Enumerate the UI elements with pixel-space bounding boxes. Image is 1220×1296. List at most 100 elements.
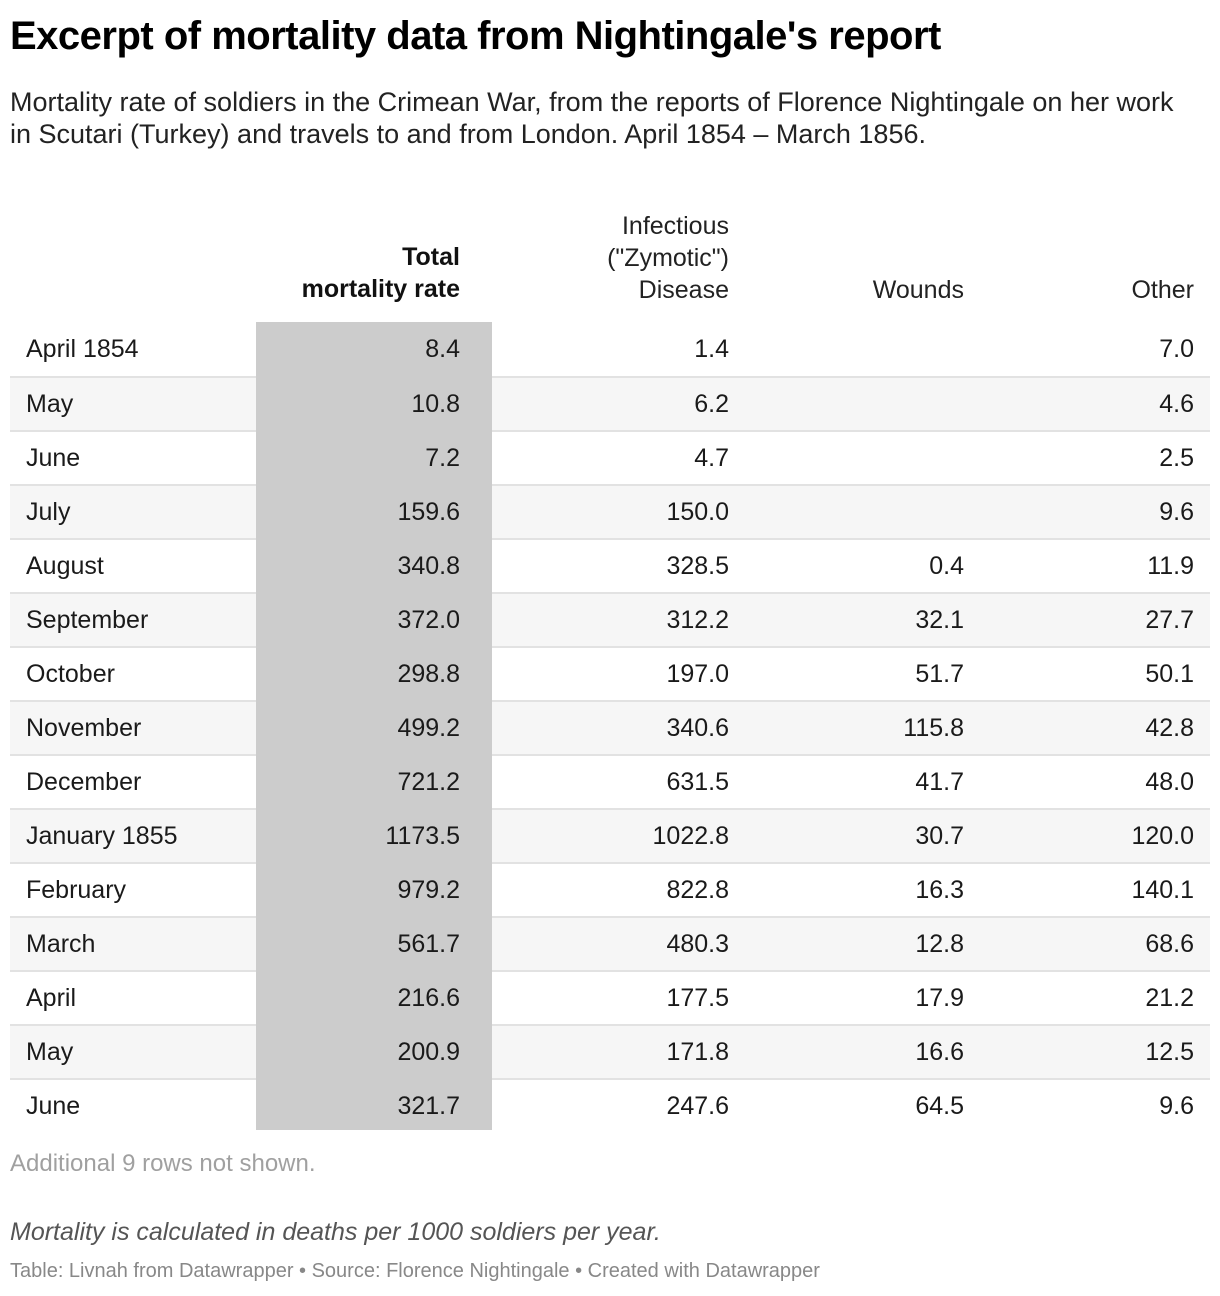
header-total-line2: mortality rate <box>301 275 460 303</box>
total-cell: 979.2 <box>397 876 460 904</box>
other-cell: 48.0 <box>1145 768 1194 796</box>
table-row: June 7.2 4.7 2.5 <box>10 430 1210 484</box>
chart-notes: Mortality is calculated in deaths per 10… <box>10 1218 661 1246</box>
table-row: December 721.2 631.5 41.7 48.0 <box>10 754 1210 808</box>
table-row: November 499.2 340.6 115.8 42.8 <box>10 700 1210 754</box>
table-body: April 1854 8.4 1.4 7.0 May 10.8 6.2 4.6 June 7.2 4… <box>10 322 1210 1132</box>
zymotic-cell: 177.5 <box>666 984 729 1012</box>
total-column-highlight <box>256 322 492 1130</box>
table-row: June 321.7 247.6 64.5 9.6 <box>10 1078 1210 1132</box>
month-cell: November <box>26 714 142 742</box>
zymotic-cell: 1022.8 <box>652 822 729 850</box>
zymotic-cell: 340.6 <box>666 714 729 742</box>
total-cell: 159.6 <box>397 498 460 526</box>
month-cell: May <box>26 390 74 418</box>
header-other[interactable]: Other <box>1131 276 1194 304</box>
total-cell: 561.7 <box>397 930 460 958</box>
month-cell: April 1854 <box>26 335 139 363</box>
wounds-cell: 17.9 <box>915 984 964 1012</box>
zymotic-cell: 480.3 <box>666 930 729 958</box>
other-cell: 68.6 <box>1145 930 1194 958</box>
header-zymotic-line2: ("Zymotic") <box>607 244 729 272</box>
total-cell: 1173.5 <box>385 822 460 850</box>
other-cell: 120.0 <box>1131 822 1194 850</box>
month-cell: May <box>26 1038 74 1066</box>
wounds-cell: 30.7 <box>915 822 964 850</box>
total-cell: 200.9 <box>397 1038 460 1066</box>
table-row: April 1854 8.4 1.4 7.0 <box>10 322 1210 376</box>
month-cell: September <box>26 606 149 634</box>
chart-title: Excerpt of mortality data from Nightinga… <box>10 14 941 58</box>
month-cell: June <box>26 1092 81 1120</box>
month-cell: June <box>26 444 81 472</box>
other-cell: 42.8 <box>1145 714 1194 742</box>
total-cell: 499.2 <box>397 714 460 742</box>
month-cell: July <box>26 498 71 526</box>
month-cell: October <box>26 660 115 688</box>
other-cell: 7.0 <box>1159 335 1194 363</box>
zymotic-cell: 822.8 <box>666 876 729 904</box>
other-cell: 9.6 <box>1159 1092 1194 1120</box>
header-wounds[interactable]: Wounds <box>872 276 964 304</box>
wounds-cell: 64.5 <box>915 1092 964 1120</box>
month-cell: January 1855 <box>26 822 178 850</box>
month-cell: August <box>26 552 104 580</box>
wounds-cell: 16.3 <box>915 876 964 904</box>
other-cell: 27.7 <box>1145 606 1194 634</box>
other-cell: 11.9 <box>1147 552 1194 580</box>
table-row: January 1855 1173.5 1022.8 30.7 120.0 <box>10 808 1210 862</box>
total-cell: 8.4 <box>425 335 460 363</box>
zymotic-cell: 197.0 <box>666 660 729 688</box>
header-zymotic[interactable]: Infectious ("Zymotic") Disease <box>607 210 729 306</box>
table-row: May 10.8 6.2 4.6 <box>10 376 1210 430</box>
table-row: May 200.9 171.8 16.6 12.5 <box>10 1024 1210 1078</box>
month-cell: March <box>26 930 96 958</box>
zymotic-cell: 247.6 <box>666 1092 729 1120</box>
zymotic-cell: 171.8 <box>666 1038 729 1066</box>
header-zymotic-line3: Disease <box>638 276 729 304</box>
month-cell: December <box>26 768 142 796</box>
zymotic-cell: 1.4 <box>694 335 729 363</box>
total-cell: 10.8 <box>411 390 460 418</box>
table-row: April 216.6 177.5 17.9 21.2 <box>10 970 1210 1024</box>
wounds-cell: 0.4 <box>929 552 964 580</box>
zymotic-cell: 328.5 <box>666 552 729 580</box>
total-cell: 372.0 <box>397 606 460 634</box>
total-cell: 721.2 <box>397 768 460 796</box>
total-cell: 216.6 <box>397 984 460 1012</box>
zymotic-cell: 6.2 <box>694 390 729 418</box>
wounds-cell: 115.8 <box>903 714 964 742</box>
zymotic-cell: 312.2 <box>666 606 729 634</box>
other-cell: 140.1 <box>1131 876 1194 904</box>
other-cell: 2.5 <box>1159 444 1194 472</box>
total-cell: 298.8 <box>397 660 460 688</box>
month-cell: April <box>26 984 77 1012</box>
header-zymotic-line1: Infectious <box>621 212 729 240</box>
table-row: August 340.8 328.5 0.4 11.9 <box>10 538 1210 592</box>
wounds-cell: 16.6 <box>915 1038 964 1066</box>
chart-subtitle: Mortality rate of soldiers in the Crimea… <box>10 87 1174 149</box>
zymotic-cell: 150.0 <box>666 498 729 526</box>
other-cell: 50.1 <box>1145 660 1194 688</box>
wounds-cell: 51.7 <box>915 660 964 688</box>
other-cell: 12.5 <box>1145 1038 1194 1066</box>
zymotic-cell: 631.5 <box>666 768 729 796</box>
other-cell: 4.6 <box>1159 390 1194 418</box>
table-row: October 298.8 197.0 51.7 50.1 <box>10 646 1210 700</box>
total-cell: 340.8 <box>397 552 460 580</box>
wounds-cell: 12.8 <box>915 930 964 958</box>
zymotic-cell: 4.7 <box>694 444 729 472</box>
table-row: September 372.0 312.2 32.1 27.7 <box>10 592 1210 646</box>
total-cell: 7.2 <box>425 444 460 472</box>
wounds-cell: 32.1 <box>915 606 964 634</box>
table-row: March 561.7 480.3 12.8 68.6 <box>10 916 1210 970</box>
other-cell: 21.2 <box>1145 984 1194 1012</box>
header-total[interactable]: Total mortality rate <box>302 241 460 305</box>
wounds-cell: 41.7 <box>915 768 964 796</box>
table-row: February 979.2 822.8 16.3 140.1 <box>10 862 1210 916</box>
rows-not-shown-note: Additional 9 rows not shown. <box>10 1150 316 1177</box>
header-total-line1: Total <box>402 243 460 271</box>
chart-footer: Table: Livnah from Datawrapper • Source:… <box>10 1260 820 1282</box>
total-cell: 321.7 <box>397 1092 460 1120</box>
other-cell: 9.6 <box>1159 498 1194 526</box>
